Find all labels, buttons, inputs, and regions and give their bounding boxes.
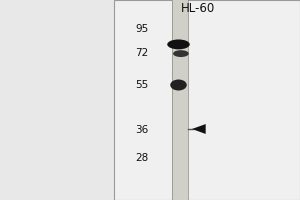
Text: 36: 36: [135, 125, 148, 135]
Ellipse shape: [167, 39, 190, 49]
Text: 72: 72: [135, 48, 148, 58]
Text: 95: 95: [135, 24, 148, 34]
Ellipse shape: [173, 50, 189, 57]
Bar: [114, 0, 300, 200]
Bar: [172, 0, 188, 200]
Ellipse shape: [170, 80, 187, 90]
Text: HL-60: HL-60: [181, 2, 215, 16]
Polygon shape: [192, 124, 206, 134]
Text: 28: 28: [135, 153, 148, 163]
Text: 55: 55: [135, 80, 148, 90]
